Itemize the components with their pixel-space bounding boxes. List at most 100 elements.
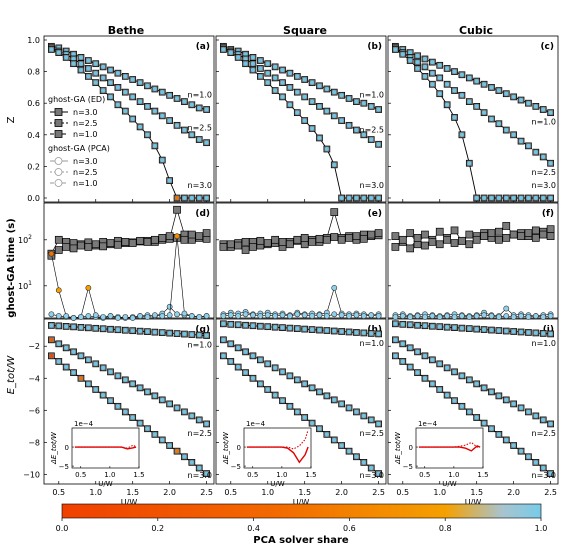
z-square-n=3.0-point-inner <box>221 47 226 52</box>
e-bethe-n=1.0-point-inner <box>56 323 61 328</box>
z-square-n=2.5-point-inner <box>287 85 292 90</box>
e-bethe-n=2.5-point-inner <box>71 349 76 354</box>
inset-exponent: 1e−4 <box>74 420 94 428</box>
z-cubic-n=2.5-point-inner <box>415 60 420 65</box>
time-square-ED_b-point <box>315 234 324 243</box>
e-cubic-n=2.5-point-inner <box>489 389 494 394</box>
e-square-n=3.0-point-inner <box>236 365 241 370</box>
time-bethe-ED_b-point <box>195 232 204 241</box>
time-bethe-PCA_b-point <box>181 310 188 317</box>
time-cubic-ED_b-point <box>509 230 518 239</box>
e-cubic-n=1.0-point-inner <box>533 330 538 335</box>
z-square-n=3.0-point-inner <box>258 74 263 79</box>
e-square-n=1.0-point-inner <box>265 324 270 329</box>
time-cubic-PCA_b-point <box>429 313 436 319</box>
column-title-cubic: Cubic <box>459 24 493 37</box>
time-bethe-ED_b-point <box>136 236 144 245</box>
z-bethe-n=2.5-point-inner <box>108 80 113 85</box>
time-square-ED_a-point <box>330 208 339 216</box>
z-bethe-n=3.0-line <box>51 49 207 199</box>
e-cubic-n=2.5-point-inner <box>482 385 487 390</box>
time-square-PCA_b-point <box>220 313 227 319</box>
e-square-n=3.0-point-inner <box>265 387 270 392</box>
legend-pca-n1: n=1.0 <box>73 179 98 188</box>
inset-ylabel: ΔE_tot/W <box>394 431 402 465</box>
e-square-n=1.0-point-inner <box>332 329 337 334</box>
z-square-n=2.5-point-inner <box>258 66 263 71</box>
time-cubic-ED_a-point <box>495 227 503 236</box>
z-bethe-n=1.0-point-inner <box>204 107 209 112</box>
z-square-n=1.0-point-inner <box>332 90 337 95</box>
time-bethe-PCA_b-line <box>51 236 207 319</box>
time-square-ED_b-point <box>308 238 316 246</box>
time-square-PCA_b-point <box>353 312 360 319</box>
e-cubic-n=1.0-point-inner <box>400 322 405 327</box>
time-bethe-PCA_b-point <box>137 313 143 319</box>
e-square-n=1.0-point-inner <box>280 325 285 330</box>
time-square-ED_b-point <box>241 238 250 246</box>
z-bethe-n=1.0-point-inner <box>130 77 135 82</box>
e-square-n=1.0-point-inner <box>243 323 248 328</box>
time-cubic-PCA_b-point <box>422 314 428 320</box>
z-cubic-n=2.5-point-inner <box>526 143 531 148</box>
z-cubic-n=1.0-point-inner <box>415 53 420 58</box>
time-square-PCA_b-point <box>272 313 279 319</box>
z-cubic-n=3.0-point-inner <box>526 196 531 200</box>
panel-letter-2-1: (h) <box>367 325 382 335</box>
z-bethe-n=3.0-point-inner <box>167 178 172 183</box>
e-square-n=2.5-point-inner <box>280 369 285 374</box>
z-square-n=2.5-point-inner <box>280 80 285 85</box>
z-cubic-n=3.0-point-inner <box>519 196 524 200</box>
z-square-n=2.5-point-inner <box>376 142 381 147</box>
ylabel-etot: E_tot/W <box>6 355 17 395</box>
e-square-n=1.0-point-inner <box>324 328 329 333</box>
z-square-n=1.0-point-inner <box>324 86 329 91</box>
panel-letter-1-1: (e) <box>368 209 382 219</box>
e-n-label-1: n=1.0 <box>360 339 385 348</box>
time-bethe-PCA_b-point <box>85 285 92 291</box>
z-cubic-n=2.5-point-inner <box>430 71 435 76</box>
time-square-ED_b-point <box>256 236 265 245</box>
e-n-label-25: n=2.5 <box>532 429 557 438</box>
z-bethe-n=2.5-point-inner <box>145 104 150 109</box>
z-cubic-n=3.0-point-inner <box>504 196 509 200</box>
z-square-n=3.0-point-inner <box>332 162 337 167</box>
e-square-n=3.0-point-inner <box>280 398 285 403</box>
time-cubic-PCA_b-point <box>459 313 465 319</box>
colorbar: 0.0 0.2 0.4 0.6 0.8 1.0 PCA solver share <box>56 503 547 546</box>
z-bethe-n=2.5-line <box>51 47 207 144</box>
time-cubic-ED_b-point <box>391 243 400 251</box>
legend-ed-n25: n=2.5 <box>73 119 98 128</box>
time-ytick-label: 102 <box>18 234 32 245</box>
e-bethe-n=3.0-point-inner <box>138 421 143 426</box>
time-cubic-PCA_a-line <box>395 308 551 317</box>
time-square-PCA_b-point <box>316 312 323 319</box>
time-bethe-ED_b-point <box>62 243 71 251</box>
e-cubic-n=3.0-point-inner <box>533 460 538 465</box>
z-bethe-n=1.0-point-inner <box>93 61 98 66</box>
ylabel-z: Z <box>6 116 17 123</box>
z-square-n=1.0-point-inner <box>250 55 255 60</box>
z-square-n=1.0-point-inner <box>273 64 278 69</box>
time-square-ED_b-point <box>374 229 383 237</box>
e-ytick-label: −4 <box>28 374 40 383</box>
time-cubic-ED_b-point <box>443 235 451 244</box>
z-bethe-n=2.5-point-inner <box>175 123 180 128</box>
time-cubic-ED_a-point <box>546 225 555 234</box>
legend-ed-n1: n=1.0 <box>73 130 98 139</box>
z-cubic-n=1.0-point-inner <box>548 110 553 115</box>
xtick-label: 1.5 <box>298 488 311 497</box>
z-cubic-n=1.0-point-inner <box>496 88 501 93</box>
e-square-n=2.5-point-inner <box>221 337 226 342</box>
time-bethe-PCA_b-point <box>196 314 203 320</box>
e-cubic-n=3.0-point-inner <box>467 409 472 414</box>
e-square-n=2.5-point-inner <box>250 353 255 358</box>
e-bethe-n=3.0-point-inner <box>152 432 157 437</box>
time-cubic-ED_b-point <box>495 235 503 244</box>
e-bethe-n=2.5-point-inner <box>204 421 209 426</box>
e-ytick-label: −6 <box>28 406 40 415</box>
n-label-25: n=2.5 <box>188 124 213 133</box>
time-cubic-PCA_b-point <box>407 314 414 320</box>
inset-xtick-label: 0.5 <box>75 471 86 479</box>
e-cubic-n=3.0-point-inner <box>408 365 413 370</box>
